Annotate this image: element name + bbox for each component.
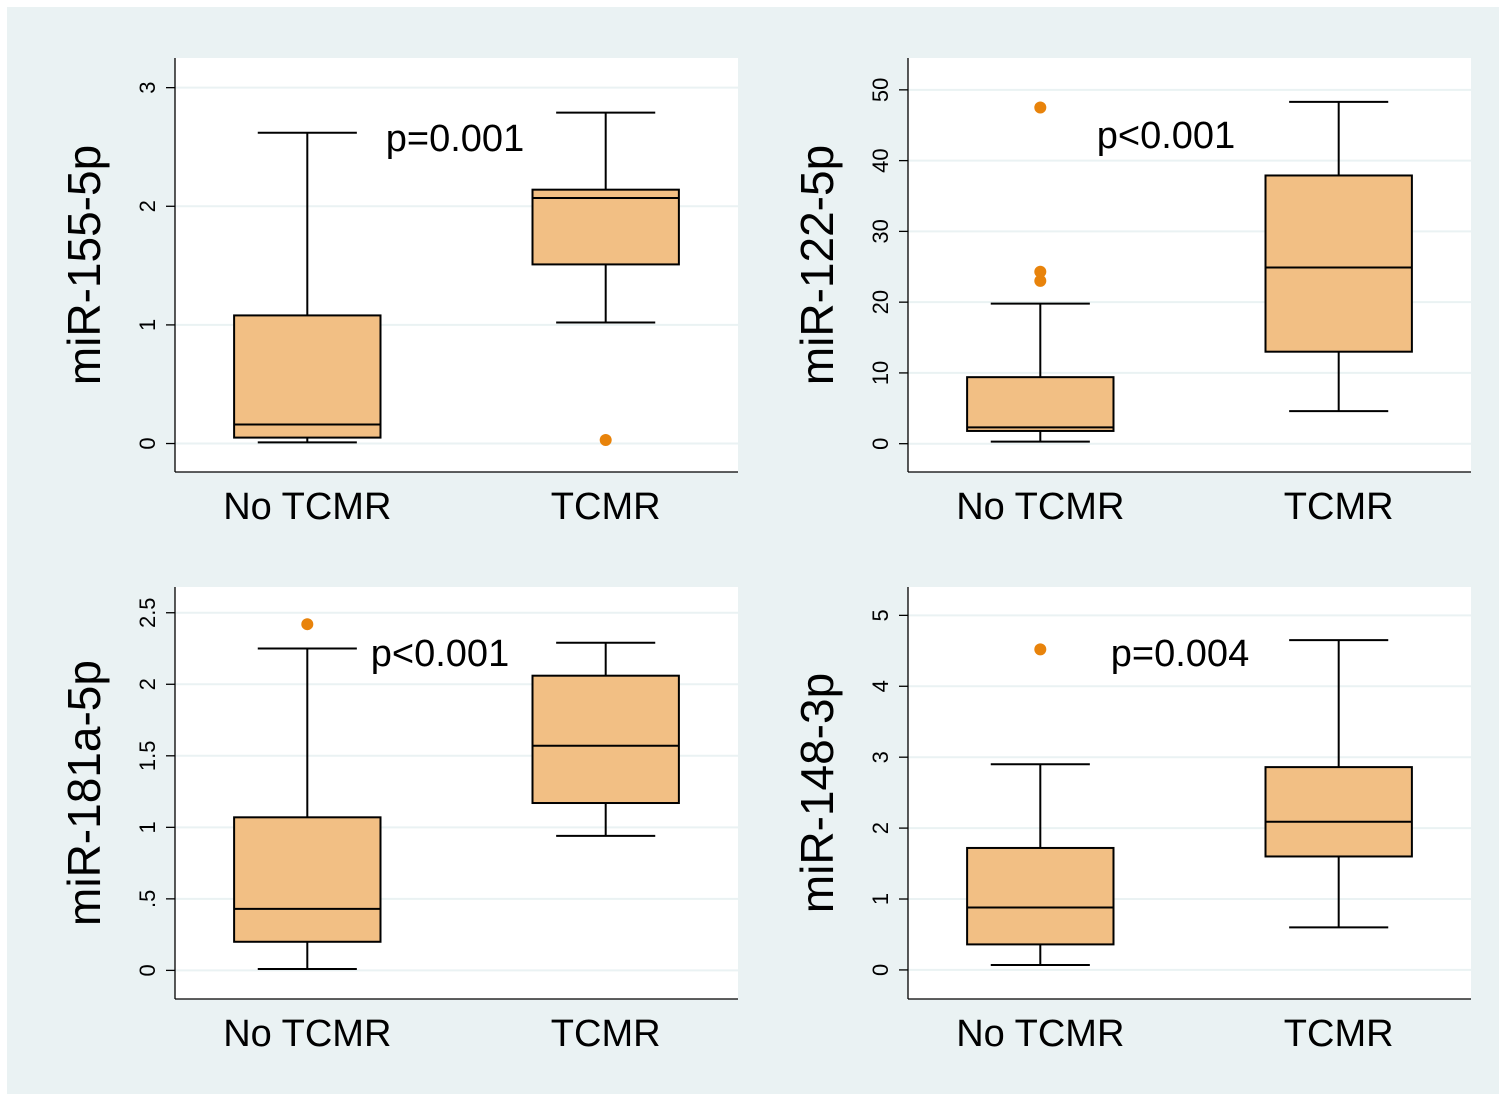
- box-tcmr: [1264, 639, 1413, 929]
- y-axis-title: miR-122-5p: [791, 145, 843, 385]
- box-tcmr: [531, 111, 680, 446]
- y-tick-label: 3: [135, 82, 160, 94]
- iqr-box: [966, 846, 1115, 946]
- iqr-box: [233, 816, 382, 943]
- y-tick-label: 2: [135, 678, 160, 690]
- category-label: TCMR: [551, 486, 661, 528]
- y-axis-title: miR-181a-5p: [58, 660, 110, 926]
- outlier-point: [1034, 265, 1047, 278]
- y-tick-label: .5: [135, 890, 160, 908]
- outlier-point: [1034, 643, 1047, 656]
- category-label: No TCMR: [223, 1013, 391, 1055]
- y-axis-title: miR-155-5p: [58, 145, 110, 385]
- iqr-box: [966, 376, 1115, 432]
- y-tick-label: 40: [868, 148, 893, 172]
- category-label: TCMR: [1284, 486, 1394, 528]
- panel-4: 0 1 2 3 4 5 miR-148-3p No TCMR TCMR p=0.004: [791, 587, 1471, 1055]
- y-tick-label: 0: [868, 964, 893, 976]
- category-label: No TCMR: [956, 486, 1124, 528]
- panel-1: 0 1 2 3 miR-155-5p No TCMR TCMR p=0.001: [58, 58, 738, 528]
- y-tick-label: 2: [868, 822, 893, 834]
- p-value-annotation: p<0.001: [1097, 115, 1235, 157]
- category-label: TCMR: [1284, 1013, 1394, 1055]
- box-no-tcmr: [233, 131, 382, 444]
- panel-2: 0 10 20 30 40 50 miR-122-5p No TCMR TCMR p<0.001: [791, 58, 1471, 528]
- panel-3: 0 .5 1 1.5 2 2.5 miR-181a-5p No TCMR TCMR p<0.001: [58, 587, 738, 1055]
- p-value-annotation: p=0.001: [386, 118, 524, 160]
- y-tick-label: 2.5: [135, 597, 160, 628]
- y-tick-label: 4: [868, 680, 893, 692]
- y-tick-label: 30: [868, 219, 893, 243]
- y-tick-label: 0: [868, 438, 893, 450]
- iqr-box: [531, 188, 680, 266]
- category-label: No TCMR: [956, 1013, 1124, 1055]
- category-label: TCMR: [551, 1013, 661, 1055]
- outlier-point: [599, 433, 612, 446]
- box-no-tcmr: [966, 101, 1115, 443]
- outlier-point: [1034, 101, 1047, 114]
- box-tcmr: [1264, 100, 1413, 413]
- y-tick-label: 10: [868, 361, 893, 385]
- outlier-point: [301, 618, 314, 631]
- y-tick-label: 2: [135, 200, 160, 212]
- p-value-annotation: p<0.001: [371, 633, 509, 675]
- iqr-box: [233, 314, 382, 439]
- y-tick-label: 5: [868, 609, 893, 621]
- p-value-annotation: p=0.004: [1111, 633, 1249, 675]
- y-tick-label: 20: [868, 290, 893, 314]
- box-no-tcmr: [233, 618, 382, 970]
- iqr-box: [1264, 174, 1413, 353]
- y-tick-label: 1: [135, 319, 160, 331]
- y-tick-label: 1.5: [135, 741, 160, 772]
- y-tick-label: 3: [868, 751, 893, 763]
- iqr-box: [531, 674, 680, 805]
- y-tick-label: 0: [135, 964, 160, 976]
- y-tick-label: 0: [135, 437, 160, 449]
- box-no-tcmr: [966, 643, 1115, 966]
- y-tick-label: 1: [135, 821, 160, 833]
- category-label: No TCMR: [223, 486, 391, 528]
- iqr-box: [1264, 766, 1413, 858]
- y-tick-label: 50: [868, 78, 893, 102]
- y-tick-label: 1: [868, 893, 893, 905]
- box-tcmr: [531, 641, 680, 837]
- y-axis-title: miR-148-3p: [791, 673, 843, 913]
- outlier-point: [1034, 274, 1047, 287]
